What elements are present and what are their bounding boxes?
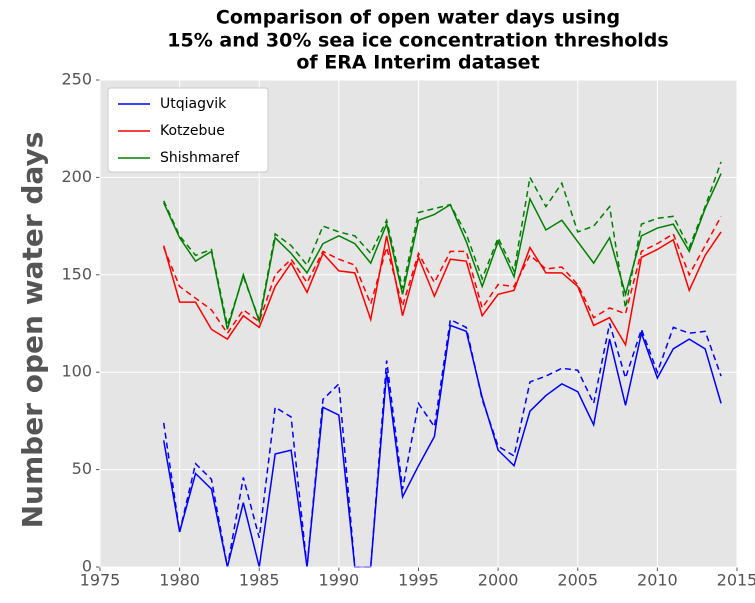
y-tick-label: 100 (61, 362, 92, 381)
series-line (162, 324, 722, 568)
x-tick-label: 1985 (239, 571, 280, 590)
x-tick-label: 2015 (717, 571, 755, 590)
chart-title: of ERA Interim dataset (296, 52, 539, 74)
chart-title: Comparison of open water days using (216, 7, 620, 29)
y-tick-label: 50 (72, 459, 92, 478)
legend-box (107, 87, 269, 173)
x-tick-label: 2010 (637, 571, 678, 590)
x-tick-label: 1980 (159, 571, 200, 590)
series-dashed-line (163, 161, 722, 329)
y-tick-label: 200 (61, 167, 92, 186)
plot-frame (99, 79, 738, 568)
series-line (163, 173, 722, 330)
legend-label: Utqiagvik (160, 96, 227, 112)
x-tick-label: 1990 (319, 571, 360, 590)
series-dashed-line (163, 216, 722, 335)
y-axis-label: Number open water days (16, 132, 49, 529)
y-tick-label: 0 (82, 557, 92, 576)
x-tick-label: 2000 (478, 571, 519, 590)
chart-title: 15% and 30% sea ice concentration thresh… (167, 30, 668, 52)
legend-label: Kotzebue (160, 123, 225, 139)
legend-label: Shishmaref (160, 150, 240, 166)
series-line (162, 231, 722, 348)
x-tick-label: 1975 (80, 571, 121, 590)
y-tick-label: 150 (61, 264, 92, 283)
y-tick-label: 250 (61, 70, 92, 89)
x-tick-label: 1995 (398, 571, 439, 590)
x-tick-label: 2005 (557, 571, 598, 590)
series-dashed-line (162, 318, 722, 568)
